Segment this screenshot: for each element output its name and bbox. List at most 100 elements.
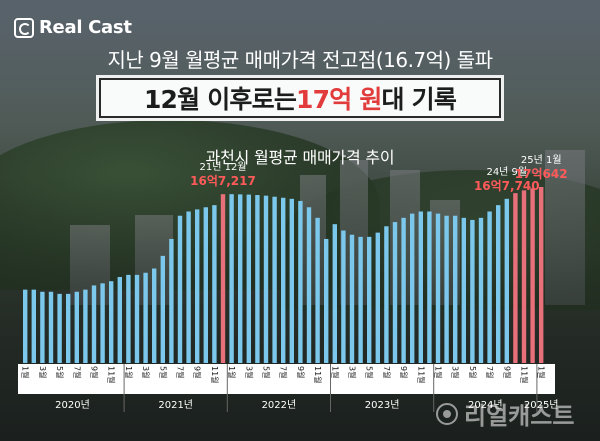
bar-mark <box>23 289 28 363</box>
year-label: 2021년 <box>158 399 193 411</box>
x-tick-label: 9월 <box>502 366 512 378</box>
bar-mark <box>255 195 260 363</box>
bar-mark <box>418 211 423 363</box>
bar-mark <box>152 268 157 363</box>
bar-mark <box>91 285 97 363</box>
background-building <box>300 175 326 305</box>
bar-mark <box>521 190 527 363</box>
bar-mark <box>298 200 303 363</box>
brand-name: Real Cast <box>39 17 132 38</box>
sub-headline: 지난 9월 월평균 매매가격 전고점(16.7억) 돌파 <box>107 48 493 72</box>
bar-mark <box>48 291 54 363</box>
x-tick-label: 9월 <box>399 366 409 378</box>
bar-mark <box>435 213 441 363</box>
annotation-period: 21년 12월 <box>199 161 246 173</box>
annotation-period: 24년 9월 <box>486 166 527 178</box>
x-tick-label: 11월 <box>416 366 426 384</box>
bar-mark <box>212 205 217 363</box>
x-tick-label: 7월 <box>72 366 82 378</box>
bar-mark <box>496 205 501 363</box>
bar-mark <box>126 274 131 363</box>
chart-title: 과천시 월평균 매매가격 추이 <box>205 148 395 167</box>
watermark: 리얼캐스트 <box>436 396 574 431</box>
year-label: 2022년 <box>262 399 297 411</box>
bar-mark <box>246 194 251 363</box>
bar-mark <box>392 222 398 363</box>
bar-mark <box>281 197 286 363</box>
bar-mark <box>470 219 475 363</box>
bar-mark <box>341 230 346 363</box>
watermark-logo-icon <box>436 402 458 425</box>
x-tick-label: 11월 <box>313 366 323 384</box>
bar-mark <box>453 215 458 363</box>
bar-mark <box>427 211 432 363</box>
annotation-value: 16억7,217 <box>190 174 256 188</box>
bar-mark <box>117 276 122 363</box>
bar-mark <box>31 289 36 363</box>
bar-mark <box>272 196 277 363</box>
bar-mark <box>375 232 380 363</box>
bar-mark <box>66 293 71 363</box>
x-tick-label: 11월 <box>520 366 530 384</box>
year-label: 2024년 <box>468 399 503 411</box>
x-tick-label: 3월 <box>38 366 48 378</box>
x-axis-band <box>18 364 555 394</box>
x-tick-label: 1월 <box>124 366 134 378</box>
headline-part1: 12월 이후로는 <box>143 85 297 114</box>
x-tick-label: 9월 <box>193 366 203 378</box>
bar-mark <box>74 291 79 363</box>
bar-mark <box>203 207 208 363</box>
bar-mark <box>289 198 294 363</box>
headline-part2: 대 기록 <box>381 85 457 114</box>
bar-mark <box>367 236 372 363</box>
x-tick-label: 9월 <box>296 366 306 378</box>
year-label: 2020년 <box>55 399 90 411</box>
headline-box: 12월 이후로는 17억 원 대 기록 <box>99 78 501 118</box>
bar-mark <box>487 211 492 363</box>
x-tick-label: 3월 <box>141 366 151 378</box>
bar-mark <box>229 194 234 363</box>
bar-mark <box>513 193 518 363</box>
annotation-value: 16억7,740 <box>474 179 540 193</box>
x-tick-label: 5월 <box>262 366 272 378</box>
x-tick-label: 1월 <box>227 366 237 378</box>
watermark-text: 리얼캐스트 <box>464 402 575 430</box>
x-tick-label: 9월 <box>90 366 100 378</box>
bar-mark <box>40 291 45 363</box>
bar-mark <box>134 274 140 363</box>
bar-mark <box>504 198 509 363</box>
x-tick-label: 5월 <box>365 366 375 378</box>
x-tick-label: 7월 <box>485 366 495 378</box>
headline-accent: 17억 원 <box>296 85 382 114</box>
x-tick-label: 5월 <box>468 366 478 378</box>
x-tick-label: 5월 <box>158 366 168 378</box>
x-tick-label: 3월 <box>451 366 461 378</box>
bar-mark <box>57 293 62 363</box>
bar-mark <box>349 234 355 363</box>
x-tick-label: 5월 <box>55 366 65 378</box>
x-tick-label: 1월 <box>537 366 547 378</box>
bar-mark <box>410 213 415 363</box>
bar-mark <box>461 217 466 363</box>
x-tick-label: 7월 <box>382 366 392 378</box>
bar-mark <box>539 187 544 363</box>
bar-mark <box>83 289 88 363</box>
bar-mark <box>220 194 226 363</box>
brand-logo-icon <box>14 17 34 38</box>
bar-mark <box>332 224 337 363</box>
year-label: 2025년 <box>524 399 559 411</box>
x-tick-label: 1월 <box>434 366 444 378</box>
bar-mark <box>478 217 484 363</box>
bar-mark <box>169 238 174 363</box>
x-tick-label: 11월 <box>107 366 117 384</box>
background-building <box>545 150 585 305</box>
bar-mark <box>384 226 389 363</box>
annotation-period: 25년 1월 <box>521 154 562 166</box>
bar-mark <box>195 209 200 363</box>
brand-logo: Real Cast <box>14 17 132 38</box>
x-tick-label: 1월 <box>330 366 340 378</box>
bar-mark <box>100 283 105 363</box>
bar-mark <box>401 217 406 363</box>
